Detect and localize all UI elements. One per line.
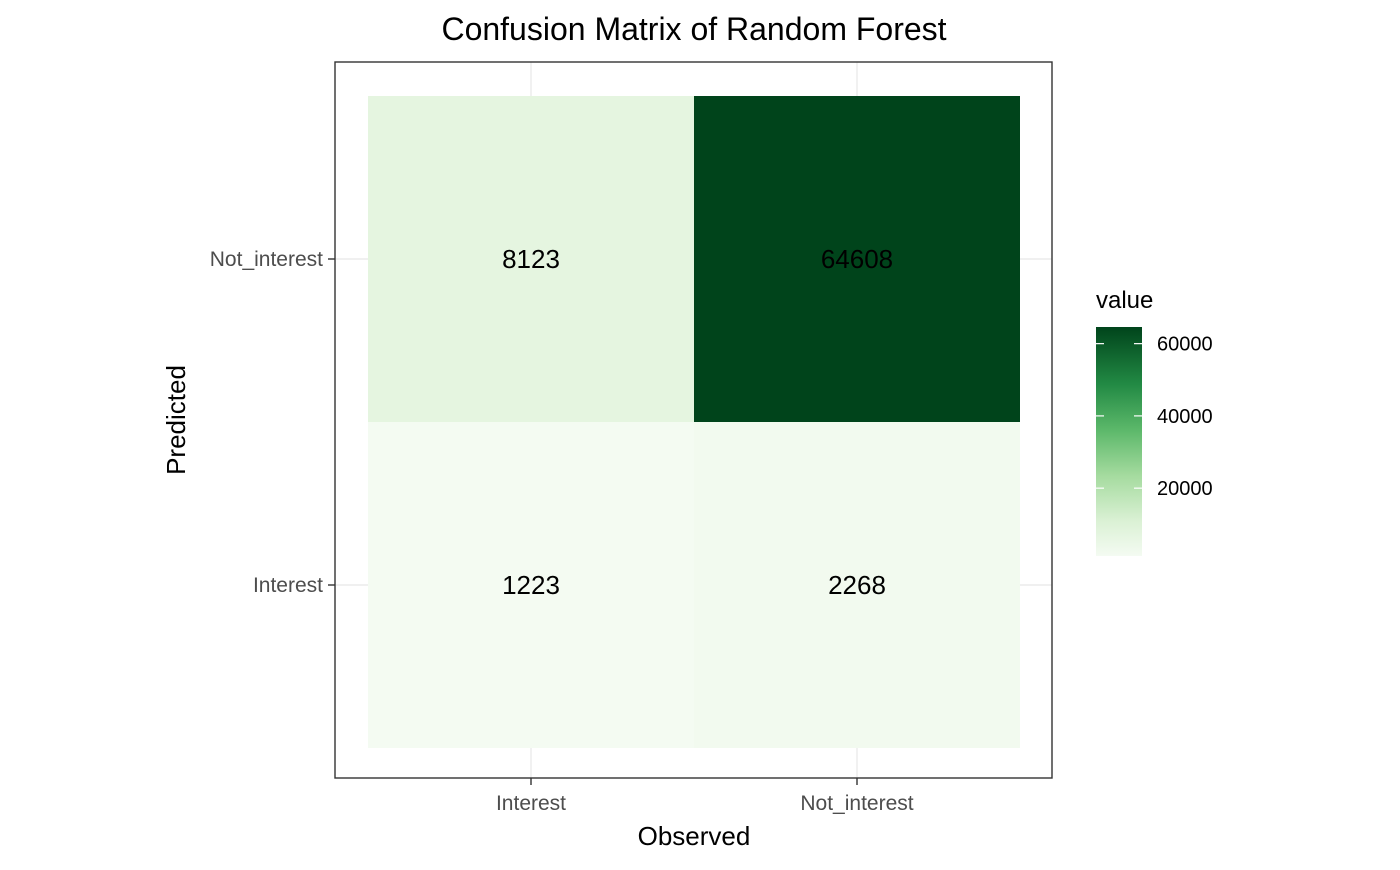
legend-tick-label: 60000	[1157, 334, 1213, 356]
x-axis: Interest Not_interest	[496, 778, 914, 815]
x-tick-label: Not_interest	[800, 792, 913, 815]
heatmap-cell-interest-not_interest	[694, 422, 1020, 748]
y-tick-label: Interest	[253, 574, 323, 597]
y-axis-title: Predicted	[161, 365, 191, 475]
legend-tick-label: 40000	[1157, 406, 1213, 428]
x-axis-title: Observed	[638, 821, 751, 851]
heatmap-cell-interest-interest	[368, 422, 694, 748]
heatmap-cells	[368, 96, 1020, 748]
x-tick-label: Interest	[496, 792, 566, 815]
legend-tick-label: 20000	[1157, 478, 1213, 500]
y-axis: Interest Not_interest	[210, 248, 335, 597]
legend-title: value	[1096, 287, 1153, 314]
heatmap-cell-label: 2268	[828, 570, 886, 600]
legend-ticks: 20000 40000 60000	[1096, 334, 1213, 500]
legend: value 20000 40000 60000	[1096, 287, 1213, 556]
heatmap-cell-label: 1223	[502, 570, 560, 600]
plot-panel: 8123 64608 1223 2268	[334, 61, 1053, 779]
legend-colorbar	[1096, 327, 1142, 556]
heatmap-cell-label: 8123	[502, 244, 560, 274]
panel-border	[334, 61, 1053, 779]
heatmap-cell-label: 64608	[821, 244, 893, 274]
heatmap-cell-not_interest-interest	[368, 96, 694, 422]
heatmap-cell-not_interest-not_interest	[694, 96, 1020, 422]
heatmap-cell-labels: 8123 64608 1223 2268	[502, 244, 893, 600]
y-tick-label: Not_interest	[210, 248, 323, 271]
chart-title: Confusion Matrix of Random Forest	[441, 11, 946, 47]
